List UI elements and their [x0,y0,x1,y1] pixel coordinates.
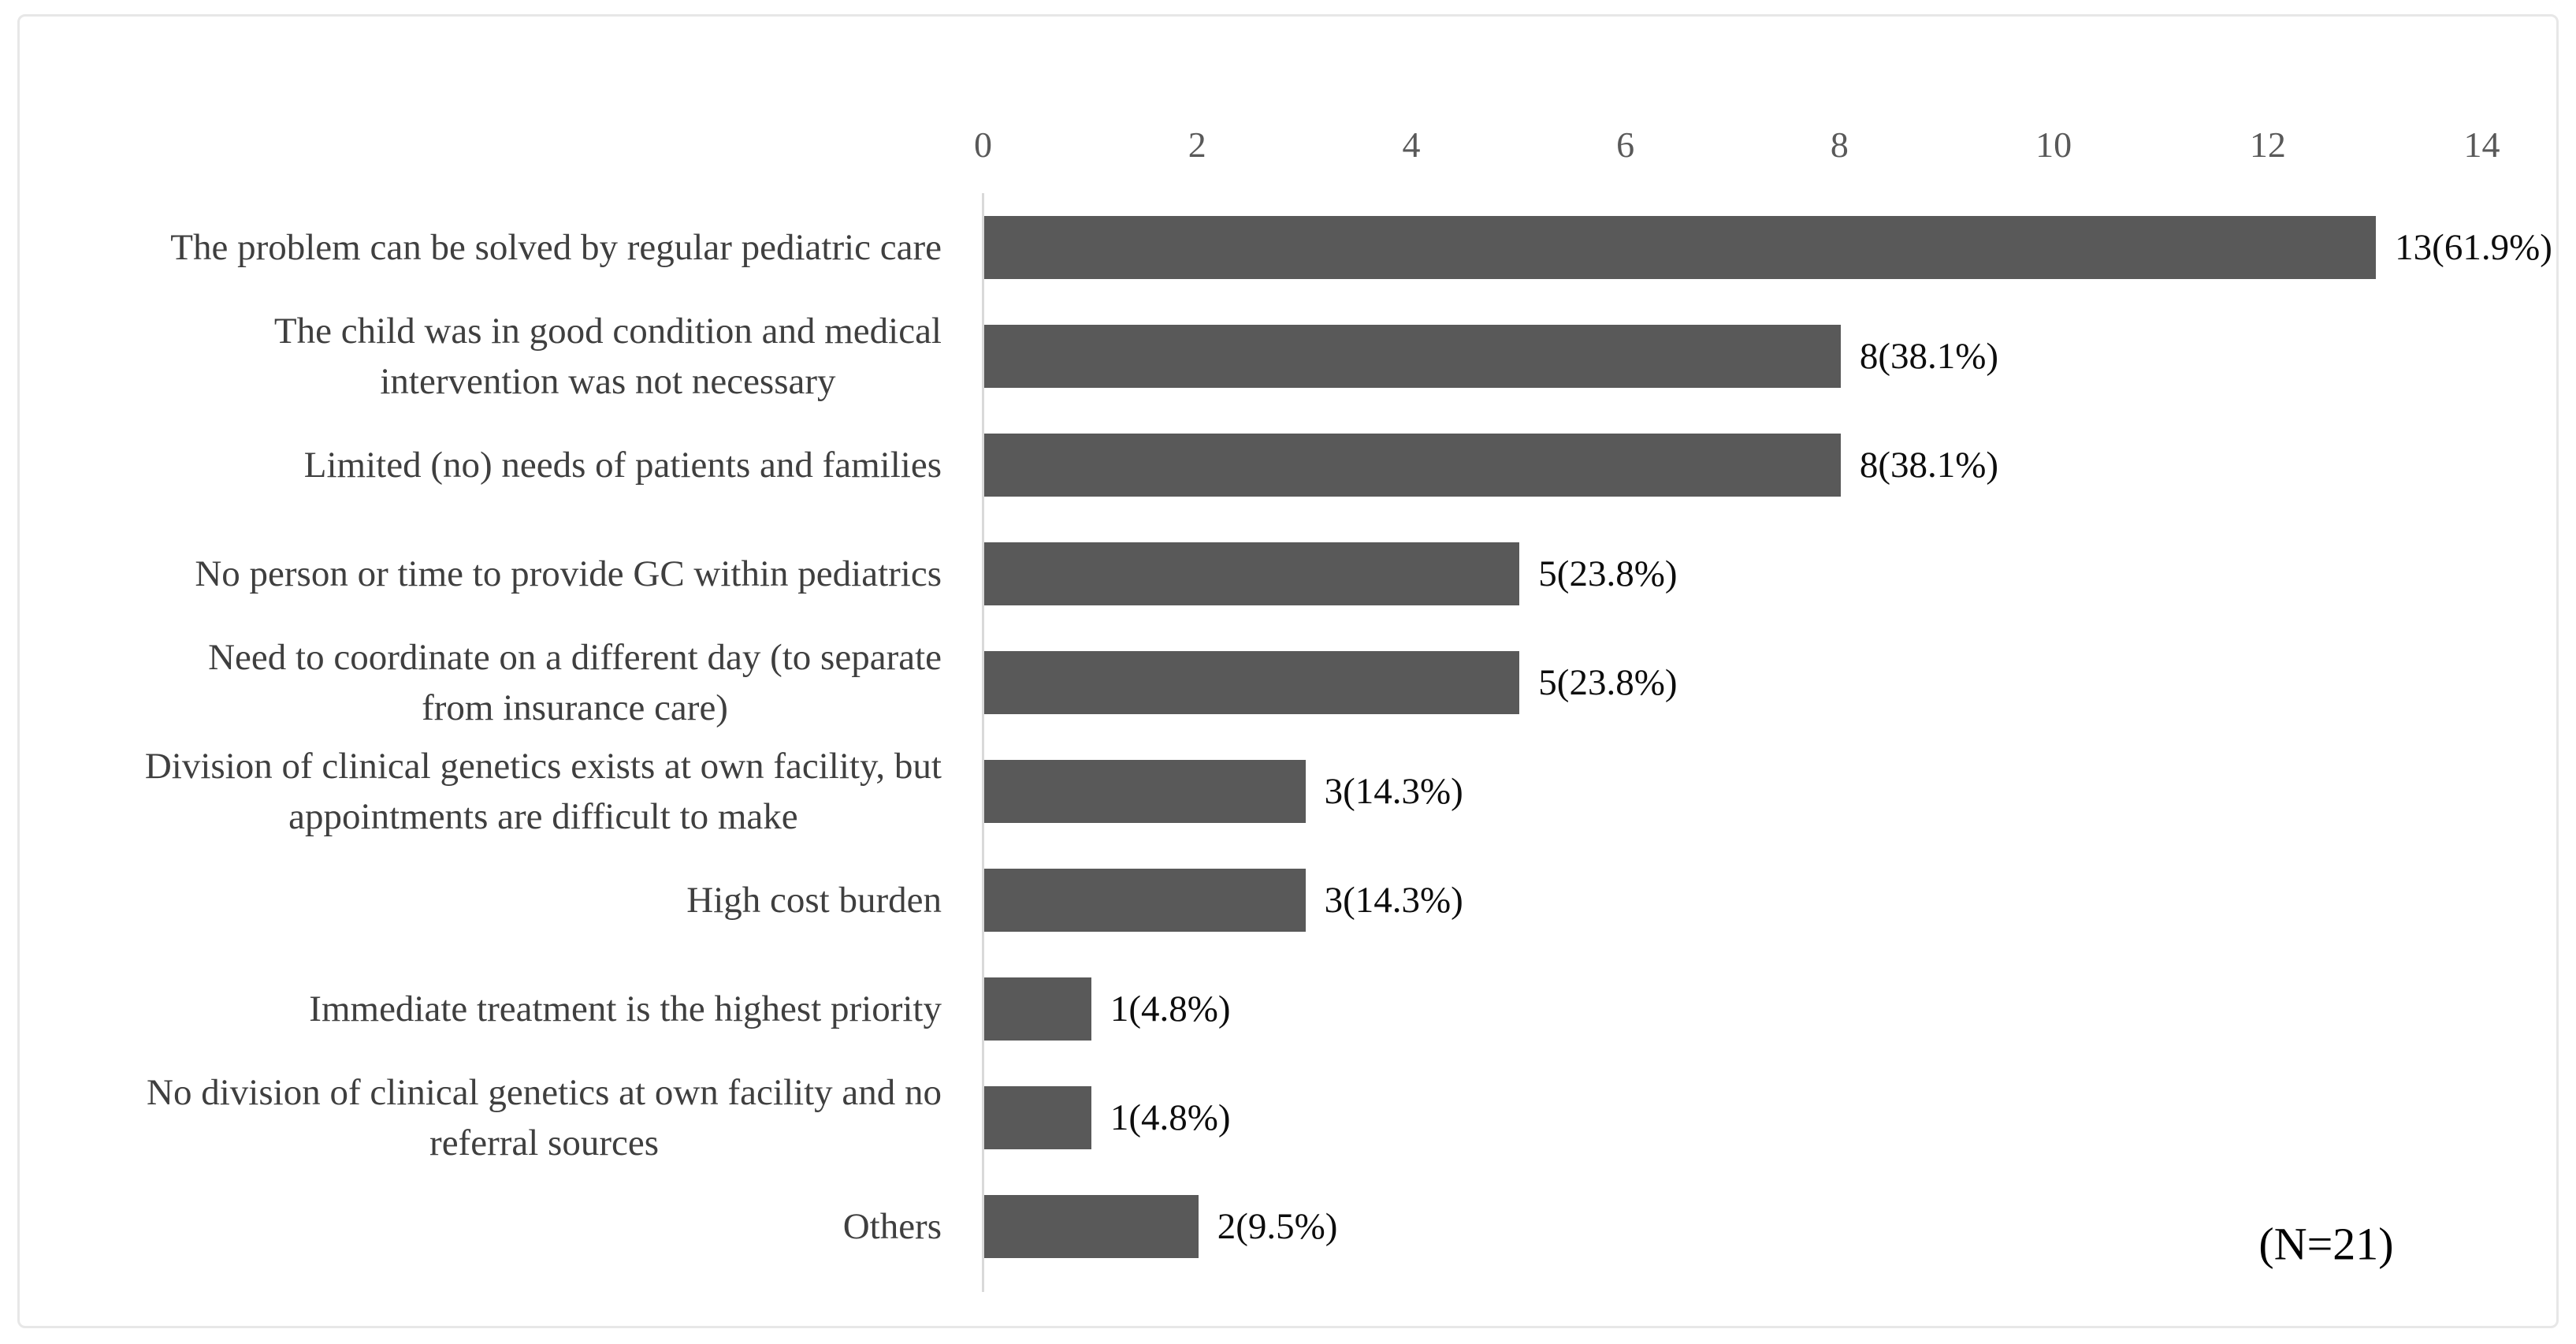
bar [984,977,1091,1041]
sample-size-annotation: (N=21) [2258,1218,2394,1270]
bar-value-label: 1(4.8%) [1110,1097,1231,1138]
bar-value-label: 3(14.3%) [1324,880,1463,921]
category-label: Immediate treatment is the highest prior… [309,988,942,1029]
x-axis-tick-label: 6 [1616,125,1635,165]
category-label: Others [842,1206,942,1247]
category-label: No division of clinical genetics at own … [147,1072,942,1163]
plot-area: The problem can be solved by regular ped… [20,193,2556,1297]
category-label: Limited (no) needs of patients and famil… [303,445,942,486]
category-label: Need to coordinate on a different day (t… [208,637,942,728]
chart-row: The problem can be solved by regular ped… [20,193,2556,302]
category-label-cell: Others [31,1172,942,1281]
chart-row: The child was in good condition and medi… [20,302,2556,411]
category-label-cell: The child was in good condition and medi… [31,302,942,411]
bar-value-label: 8(38.1%) [1859,445,1999,486]
category-label: The problem can be solved by regular ped… [170,227,942,268]
chart-row: Immediate treatment is the highest prior… [20,955,2556,1063]
chart-row: No person or time to provide GC within p… [20,519,2556,628]
bar [984,651,1520,714]
bar-value-label: 1(4.8%) [1110,988,1231,1029]
bar [984,542,1520,605]
y-axis-line [982,193,984,1292]
chart-row: High cost burden 3(14.3%) [20,846,2556,955]
bar-value-label: 5(23.8%) [1538,553,1678,594]
bar [984,869,1306,932]
category-label-cell: The problem can be solved by regular ped… [31,193,942,302]
category-label-cell: Limited (no) needs of patients and famil… [31,411,942,519]
x-axis-tick-label: 12 [2249,125,2286,165]
chart-row: Others 2(9.5%) [20,1172,2556,1281]
category-label: No person or time to provide GC within p… [195,553,942,594]
bar [984,1195,1199,1258]
category-label-cell: Immediate treatment is the highest prior… [31,955,942,1063]
bar [984,1086,1091,1149]
category-label: Division of clinical genetics exists at … [144,746,942,837]
bar [984,325,1841,388]
chart-row: No division of clinical genetics at own … [20,1063,2556,1172]
category-label: High cost burden [686,880,942,921]
x-axis-tick-label: 0 [974,125,992,165]
x-axis-tick-label: 2 [1188,125,1206,165]
category-label: The child was in good condition and medi… [273,311,942,402]
category-label-cell: Division of clinical genetics exists at … [31,737,942,846]
x-axis-tick-label: 14 [2463,125,2500,165]
bar-value-label: 13(61.9%) [2395,227,2552,268]
chart-card: 0 2 4 6 8 10 12 14 The problem can be solved by… [17,14,2559,1328]
chart-row: Division of clinical genetics exists at … [20,737,2556,846]
bar-value-label: 2(9.5%) [1217,1206,1338,1247]
chart-row: Limited (no) needs of patients and famil… [20,411,2556,519]
x-axis-tick-label: 8 [1830,125,1849,165]
x-axis: 0 2 4 6 8 10 12 14 [20,117,2556,173]
bar [984,434,1841,497]
bar [984,760,1306,823]
category-label-cell: High cost burden [31,846,942,955]
x-axis-tick-label: 10 [2035,125,2072,165]
category-label-cell: No person or time to provide GC within p… [31,519,942,628]
category-label-cell: Need to coordinate on a different day (t… [31,628,942,737]
bar-value-label: 5(23.8%) [1538,662,1678,703]
bar-value-label: 3(14.3%) [1324,771,1463,812]
bar [984,216,2377,279]
category-label-cell: No division of clinical genetics at own … [31,1063,942,1172]
x-axis-tick-label: 4 [1402,125,1421,165]
bar-value-label: 8(38.1%) [1859,336,1999,377]
chart-row: Need to coordinate on a different day (t… [20,628,2556,737]
